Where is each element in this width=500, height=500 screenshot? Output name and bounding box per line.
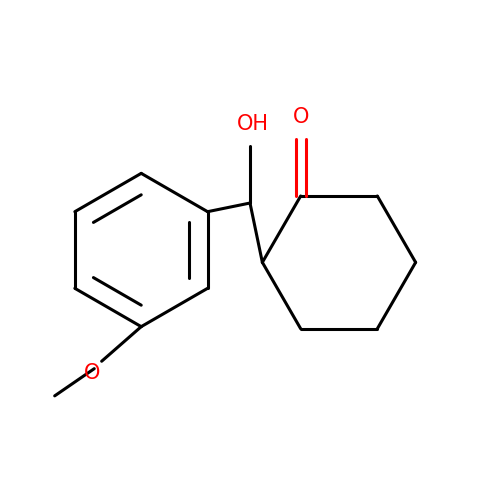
Text: O: O: [84, 362, 100, 382]
Text: OH: OH: [236, 114, 268, 134]
Text: O: O: [292, 107, 309, 127]
